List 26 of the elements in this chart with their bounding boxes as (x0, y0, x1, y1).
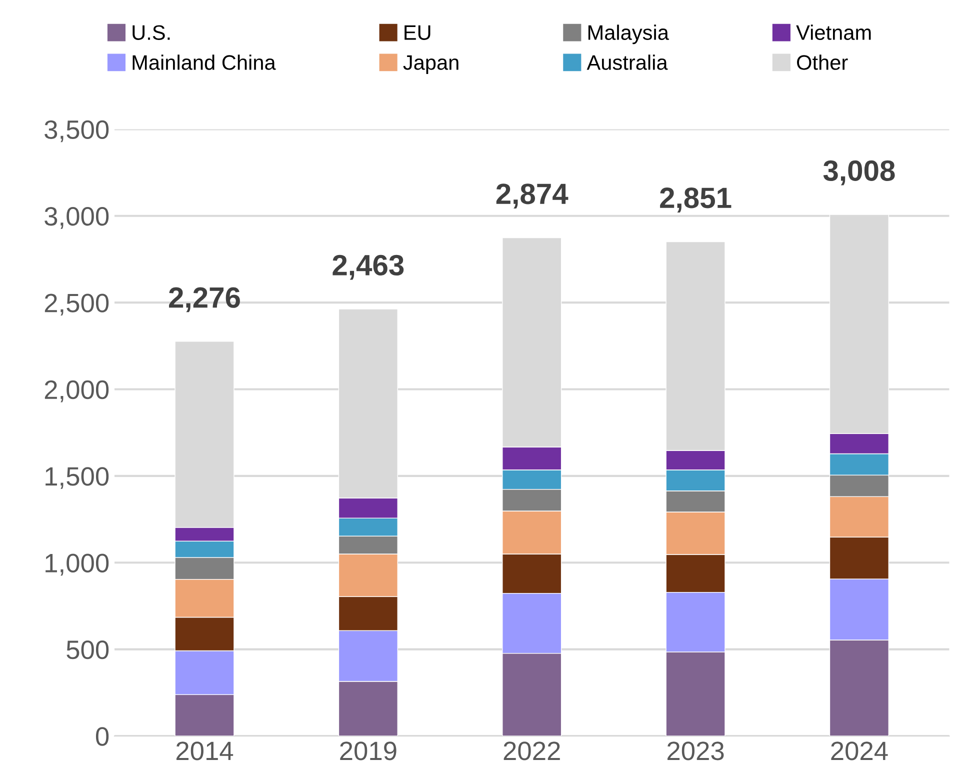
total-label: 2,874 (496, 184, 568, 208)
y-tick-label: 3,000 (44, 207, 109, 229)
total-label: 2,463 (332, 254, 404, 280)
x-tick-label: 2023 (668, 742, 724, 760)
x-tick-label: 2024 (831, 742, 888, 760)
x-tick-label: 2014 (176, 742, 234, 760)
y-tick-label: 0 (96, 727, 109, 746)
legend-label: U.S. (132, 25, 170, 40)
y-tick-label: 500 (66, 640, 109, 660)
legend-label: Japan (403, 55, 458, 74)
y-tick-label: 1,500 (46, 467, 109, 489)
x-tick-label: 2022 (504, 742, 560, 760)
y-tick-label: 1,000 (46, 554, 109, 576)
y-tick-label: 2,000 (44, 380, 109, 402)
x-tick-label: 2019 (340, 742, 396, 760)
y-tick-label: 3,500 (44, 120, 109, 142)
legend-label: EU (404, 25, 430, 40)
total-label: 3,008 (823, 160, 895, 186)
legend-label: Malaysia (588, 24, 669, 44)
y-tick-label: 2,500 (44, 294, 109, 316)
total-label: 2,851 (660, 188, 732, 212)
legend-label: Australia (586, 54, 668, 70)
legend-label: Vietnam (796, 24, 871, 40)
total-label: 2,276 (169, 287, 240, 312)
legend-label: Other (797, 54, 848, 70)
legend-label: Mainland China (132, 54, 276, 70)
